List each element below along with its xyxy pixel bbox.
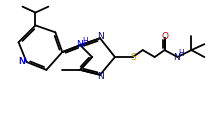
Text: N: N [97, 72, 103, 81]
Text: N: N [18, 57, 24, 66]
Text: N: N [18, 57, 24, 66]
Text: H: H [179, 49, 184, 58]
Text: O: O [161, 32, 168, 41]
Text: N: N [97, 32, 103, 41]
Text: H: H [82, 37, 88, 46]
Text: N: N [76, 40, 83, 49]
Text: N: N [173, 53, 180, 61]
Text: S: S [130, 53, 136, 61]
